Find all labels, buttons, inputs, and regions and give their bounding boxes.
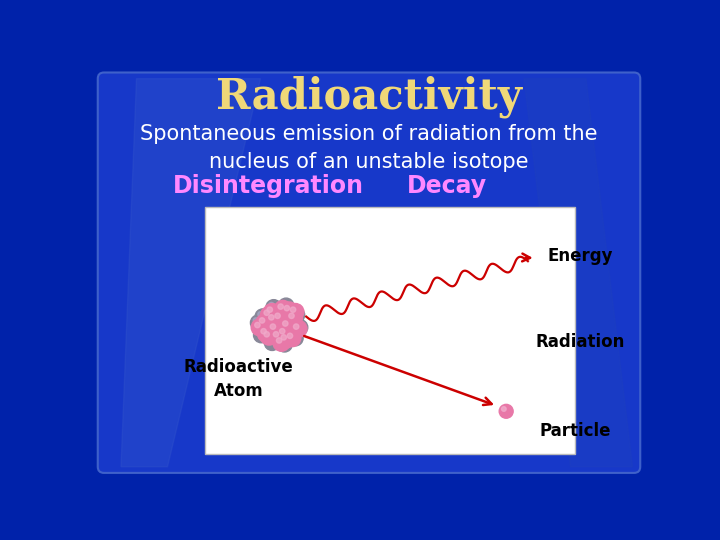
Circle shape xyxy=(265,311,282,328)
Circle shape xyxy=(287,330,303,346)
Circle shape xyxy=(251,319,269,336)
Circle shape xyxy=(276,336,292,352)
Circle shape xyxy=(264,335,280,350)
Circle shape xyxy=(274,300,292,318)
Text: Decay: Decay xyxy=(406,174,487,199)
Circle shape xyxy=(271,309,289,327)
Circle shape xyxy=(282,321,288,326)
Circle shape xyxy=(275,318,280,323)
Circle shape xyxy=(287,303,304,320)
Circle shape xyxy=(270,328,287,345)
Circle shape xyxy=(255,322,260,328)
Circle shape xyxy=(261,328,277,345)
Circle shape xyxy=(278,310,284,315)
Circle shape xyxy=(289,307,305,323)
Circle shape xyxy=(258,325,274,342)
Circle shape xyxy=(290,307,296,312)
Circle shape xyxy=(271,328,277,334)
Circle shape xyxy=(256,314,273,331)
FancyBboxPatch shape xyxy=(98,72,640,473)
Circle shape xyxy=(269,302,274,308)
Circle shape xyxy=(287,333,292,339)
Circle shape xyxy=(502,407,506,411)
Polygon shape xyxy=(524,79,632,467)
Circle shape xyxy=(284,324,289,329)
Circle shape xyxy=(281,301,287,306)
Circle shape xyxy=(277,331,294,348)
Circle shape xyxy=(281,302,297,319)
Circle shape xyxy=(276,338,282,343)
Circle shape xyxy=(266,320,284,338)
Text: Radioactive
Atom: Radioactive Atom xyxy=(184,358,294,400)
Text: Energy: Energy xyxy=(547,247,613,265)
Circle shape xyxy=(278,304,284,309)
Circle shape xyxy=(279,328,285,334)
Circle shape xyxy=(276,325,293,342)
Circle shape xyxy=(285,309,302,327)
Circle shape xyxy=(259,318,265,323)
Text: Radioactivity: Radioactivity xyxy=(216,76,522,118)
Circle shape xyxy=(270,324,276,329)
Circle shape xyxy=(274,332,279,337)
Text: Radiation: Radiation xyxy=(536,333,625,351)
Circle shape xyxy=(266,300,282,315)
Bar xyxy=(204,207,575,454)
Circle shape xyxy=(258,312,264,317)
Circle shape xyxy=(269,315,274,320)
Circle shape xyxy=(263,320,279,335)
Circle shape xyxy=(272,315,287,330)
Circle shape xyxy=(267,307,272,312)
Circle shape xyxy=(279,298,294,314)
Circle shape xyxy=(264,303,281,320)
Circle shape xyxy=(282,321,297,336)
Circle shape xyxy=(273,334,290,351)
Circle shape xyxy=(292,320,307,335)
Circle shape xyxy=(289,313,294,319)
Circle shape xyxy=(290,320,307,338)
Circle shape xyxy=(261,307,277,323)
Text: Particle: Particle xyxy=(539,422,611,440)
Circle shape xyxy=(284,330,301,347)
Circle shape xyxy=(255,309,271,325)
Circle shape xyxy=(499,404,513,418)
Circle shape xyxy=(294,324,299,329)
Polygon shape xyxy=(121,79,261,467)
Text: Disintegration: Disintegration xyxy=(173,174,364,199)
Circle shape xyxy=(284,306,289,311)
Circle shape xyxy=(261,328,266,334)
Circle shape xyxy=(279,318,296,334)
Circle shape xyxy=(295,322,300,328)
Circle shape xyxy=(292,310,297,315)
Circle shape xyxy=(264,310,269,315)
Circle shape xyxy=(279,339,285,345)
Circle shape xyxy=(264,332,269,337)
Circle shape xyxy=(290,333,296,339)
Circle shape xyxy=(275,307,291,323)
Circle shape xyxy=(275,313,280,319)
Circle shape xyxy=(253,327,269,343)
Circle shape xyxy=(256,330,261,335)
Circle shape xyxy=(266,322,271,328)
Circle shape xyxy=(251,315,266,330)
Circle shape xyxy=(253,318,258,323)
Circle shape xyxy=(281,335,287,340)
Circle shape xyxy=(267,338,272,343)
Circle shape xyxy=(269,326,284,341)
Text: Spontaneous emission of radiation from the
nucleus of an unstable isotope: Spontaneous emission of radiation from t… xyxy=(140,124,598,172)
